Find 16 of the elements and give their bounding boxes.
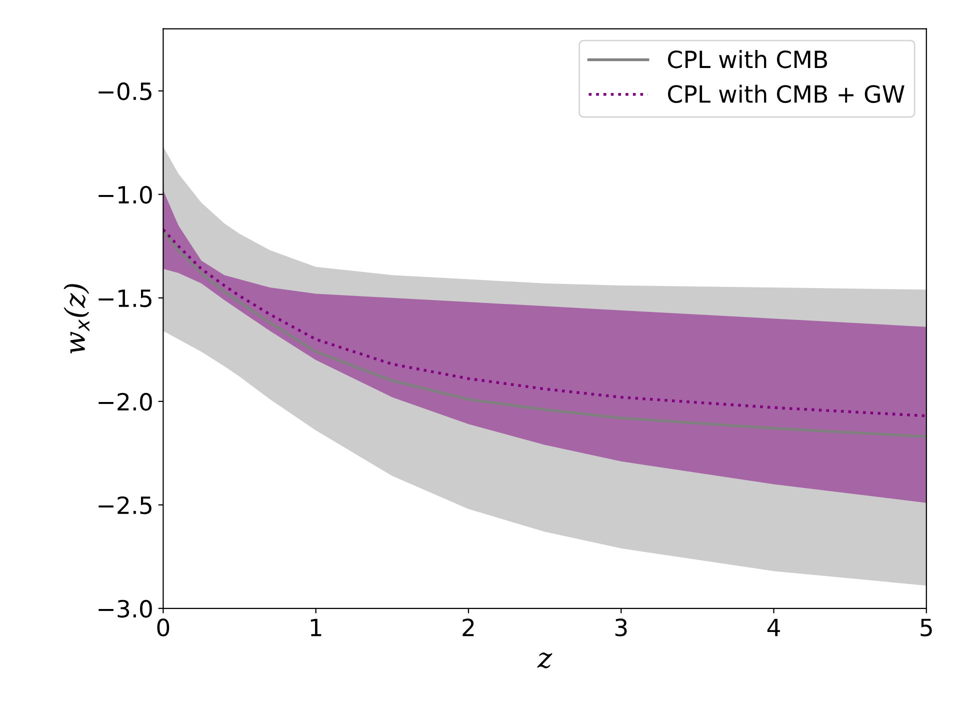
y-tick-label: −1.0 (98, 186, 152, 204)
y-axis-title: w$_{x}$(z) (64, 284, 90, 354)
legend-label: CPL with CMB + GW (668, 84, 904, 103)
legend-label: CPL with CMB (668, 50, 828, 68)
x-axis-title: z (537, 652, 552, 668)
x-tick-label: 5 (920, 618, 932, 636)
x-tick-label: 2 (462, 618, 474, 636)
y-tick-label: −3.0 (98, 600, 152, 618)
x-tick-label: 4 (767, 618, 780, 636)
x-tick-label: 0 (157, 618, 170, 636)
x-tick-label: 1 (310, 618, 322, 636)
y-tick-label: −2.5 (98, 496, 152, 514)
y-tick-label: −1.5 (98, 290, 152, 308)
y-tick-label: −2.0 (98, 392, 152, 411)
x-tick-label: 3 (615, 618, 627, 636)
y-tick-label: −0.5 (98, 82, 152, 100)
